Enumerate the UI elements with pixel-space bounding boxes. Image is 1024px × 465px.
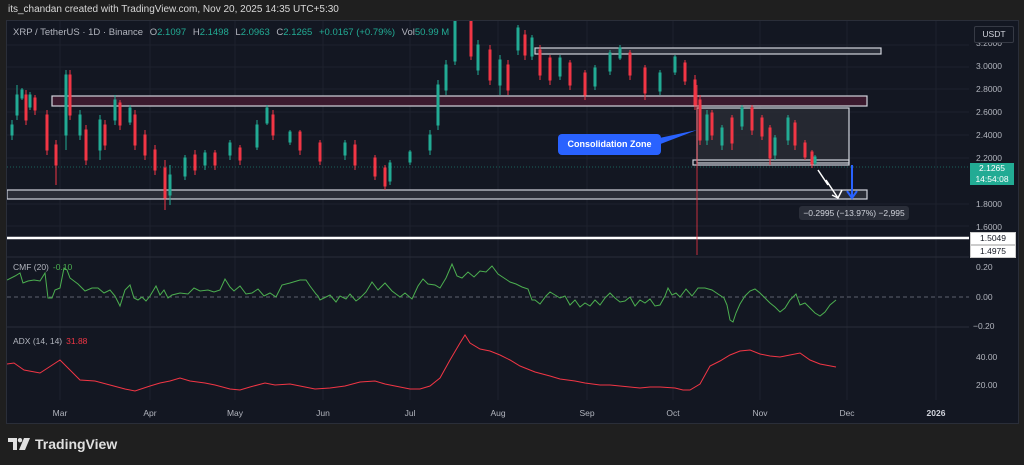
price-tick: 3.0000 — [976, 61, 1002, 71]
symbol-legend: XRP / TetherUS · 1D · Binance O2.1097 H2… — [13, 27, 450, 38]
time-tick: Oct — [666, 408, 680, 418]
adx-legend[interactable]: ADX (14, 14) 31.88 — [13, 336, 88, 346]
projection-arrow-icon — [817, 169, 839, 199]
time-tick: Nov — [752, 408, 768, 418]
hline-price-label: 1.4975 — [970, 245, 1016, 258]
cmf-tick: 0.20 — [976, 262, 993, 272]
consolidation-base[interactable] — [692, 159, 850, 166]
resistance-upper-zone[interactable] — [534, 47, 882, 55]
low-value: 2.0963 — [240, 27, 270, 38]
time-tick: Mar — [52, 408, 68, 418]
currency-button[interactable]: USDT — [974, 26, 1014, 43]
price-tick: 2.4000 — [976, 130, 1002, 140]
change-value: +0.0167 (+0.79%) — [318, 27, 396, 38]
consolidation-box[interactable] — [696, 107, 850, 164]
time-tick: 2026 — [926, 408, 946, 418]
tradingview-logo-icon — [8, 438, 30, 450]
chart-canvas[interactable] — [7, 21, 969, 421]
price-tick: 1.8000 — [976, 199, 1002, 209]
cmf-tick: 0.00 — [976, 292, 993, 302]
cmf-legend[interactable]: CMF (20) -0.10 — [13, 262, 73, 272]
chart-frame[interactable] — [6, 20, 1019, 424]
consolidation-zone-callout[interactable]: Consolidation Zone — [558, 134, 661, 155]
time-tick: Jun — [316, 408, 330, 418]
current-price-label: 2.1265 14:54:08 — [970, 163, 1014, 185]
callout-pointer — [650, 130, 697, 148]
close-value: 2.1265 — [283, 27, 313, 38]
time-tick: Aug — [490, 408, 506, 418]
price-tick: 2.2000 — [976, 153, 1002, 163]
adx-line — [7, 334, 837, 392]
time-tick: May — [226, 408, 244, 418]
chart-credit: its_chandan created with TradingView.com… — [8, 4, 339, 15]
price-tick: 1.6000 — [976, 222, 1002, 232]
adx-tick: 20.00 — [976, 380, 998, 390]
hline-price-label: 1.5049 — [970, 232, 1016, 245]
open-value: 2.1097 — [157, 27, 187, 38]
measure-label: −0.2995 (−13.97%) −2,995 — [799, 206, 909, 220]
resistance-zone[interactable] — [51, 95, 868, 107]
time-tick: Jul — [404, 408, 416, 418]
cmf-tick: −0.20 — [973, 321, 995, 331]
time-tick: Dec — [839, 408, 855, 418]
volume-value: 50.99 M — [414, 27, 450, 38]
price-tick: 2.8000 — [976, 84, 1002, 94]
time-tick: Apr — [143, 408, 157, 418]
candlesticks — [10, 21, 817, 210]
time-tick: Sep — [579, 408, 595, 418]
cmf-line — [7, 262, 837, 323]
price-tick: 3.2000 — [976, 38, 1002, 48]
high-value: 2.1498 — [199, 27, 229, 38]
adx-tick: 40.00 — [976, 352, 998, 362]
tradingview-logo[interactable]: TradingView — [8, 436, 117, 452]
support-zone[interactable] — [7, 189, 868, 200]
symbol-name[interactable]: XRP / TetherUS · 1D · Binance — [13, 27, 144, 38]
price-tick: 2.6000 — [976, 107, 1002, 117]
